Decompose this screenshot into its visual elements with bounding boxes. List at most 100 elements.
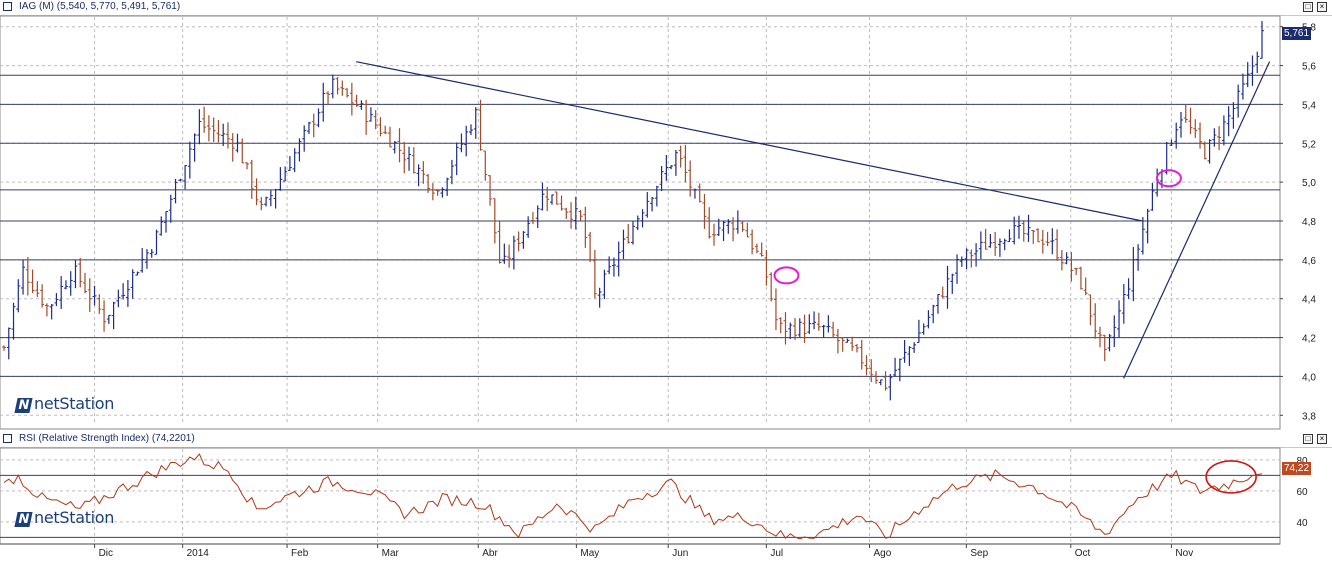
close-button[interactable]: × (1317, 2, 1327, 12)
ohlc-bar (1255, 51, 1260, 73)
ohlc-bar (283, 166, 288, 182)
netstation-logo-icon: N (14, 398, 33, 413)
ohlc-bar (831, 321, 836, 338)
ohlc-bar (783, 312, 788, 345)
price-y-tick-label: 4,4 (1302, 295, 1316, 306)
ohlc-bar (821, 324, 826, 338)
panel-menu-icon[interactable] (3, 2, 12, 11)
ohlc-bar (1036, 228, 1041, 243)
ohlc-bar (497, 221, 502, 264)
ohlc-bar (30, 269, 35, 294)
ohlc-bar (1131, 246, 1136, 302)
ohlc-bar (1031, 229, 1036, 244)
ohlc-bar (49, 304, 54, 320)
ohlc-bar (397, 128, 402, 163)
ohlc-bar (874, 371, 879, 384)
ohlc-bar (449, 159, 454, 185)
ohlc-bar (349, 82, 354, 116)
ohlc-bar (559, 195, 564, 211)
rsi-panel: RSI (Relative Strength Index) (74,2201) … (0, 432, 1332, 561)
ohlc-bar (907, 346, 912, 366)
ohlc-bar (73, 260, 78, 289)
ohlc-bar (1021, 220, 1026, 242)
ohlc-bar (521, 231, 526, 249)
ohlc-bar (788, 322, 793, 340)
x-axis-month-label: May (580, 548, 599, 559)
ohlc-bar (426, 174, 431, 193)
ohlc-bar (569, 202, 574, 229)
price-y-tick-label: 5,2 (1302, 139, 1316, 150)
ohlc-bar (311, 113, 316, 138)
ohlc-bar (16, 279, 21, 313)
ohlc-bar (826, 315, 831, 333)
ohlc-bar (1083, 277, 1088, 296)
ohlc-bar (345, 88, 350, 98)
ohlc-bar (955, 254, 960, 284)
x-axis-month-label: Oct (1075, 548, 1091, 559)
ohlc-bar (659, 166, 664, 192)
ohlc-bar (259, 197, 264, 211)
ohlc-bar (516, 231, 521, 252)
ohlc-bar (712, 223, 717, 246)
ohlc-bar (621, 229, 626, 260)
ohlc-bar (102, 300, 107, 332)
ohlc-bar (1174, 122, 1179, 149)
ohlc-bar (1012, 216, 1017, 245)
minimize-button[interactable]: □ (1303, 2, 1313, 12)
ohlc-bar (197, 109, 202, 145)
ohlc-bar (492, 198, 497, 244)
x-axis-month-label: Feb (291, 548, 309, 559)
ohlc-bar (988, 233, 993, 248)
ohlc-bar (683, 144, 688, 183)
ohlc-bar (230, 133, 235, 162)
ohlc-bar (1178, 111, 1183, 138)
ohlc-bar (1150, 182, 1155, 211)
ohlc-bar (645, 192, 650, 218)
ohlc-bar (912, 342, 917, 353)
ohlc-bar (468, 124, 473, 136)
ohlc-bar (316, 108, 321, 128)
rsi-minimize-button[interactable]: □ (1303, 434, 1313, 444)
x-axis-month-label: Dic (99, 548, 113, 559)
price-chart[interactable]: 5,85,65,45,25,04,84,64,44,24,03,8 (0, 0, 1332, 430)
ohlc-bar (416, 164, 421, 187)
ohlc-bar (1140, 217, 1145, 255)
ohlc-bar (183, 165, 188, 190)
ohlc-bar (44, 303, 49, 317)
price-y-tick-label: 5,4 (1302, 100, 1316, 111)
ohlc-bar (664, 155, 669, 181)
ohlc-bar (1188, 107, 1193, 135)
ohlc-bar (1007, 229, 1012, 243)
rsi-chart[interactable]: 80 60 40 Dic 2014 Feb Mar Abr May Jun Jul Ago Sep Oct… (0, 432, 1332, 561)
ohlc-bar (1040, 229, 1045, 254)
ohlc-bar (945, 265, 950, 309)
ohlc-bar (926, 310, 931, 329)
ohlc-bar (1074, 267, 1079, 276)
rsi-y-tick-label: 40 (1296, 518, 1308, 529)
ohlc-bar (292, 148, 297, 173)
ohlc-bar (1240, 73, 1245, 100)
ohlc-bar (154, 229, 159, 255)
ohlc-bar (240, 138, 245, 164)
rsi-panel-menu-icon[interactable] (3, 434, 12, 443)
ohlc-bar (1050, 228, 1055, 255)
ohlc-bar (464, 125, 469, 157)
ohlc-bar (1069, 252, 1074, 282)
ohlc-bar (249, 159, 254, 199)
ohlc-bar (921, 323, 926, 335)
ohlc-bar (221, 123, 226, 147)
ohlc-bar (264, 196, 269, 207)
rsi-plot-area (0, 447, 1281, 545)
ohlc-bar (383, 125, 388, 135)
ohlc-bar (164, 211, 169, 233)
ohlc-bar (1164, 141, 1169, 175)
rsi-close-button[interactable]: × (1317, 434, 1327, 444)
ohlc-bar (440, 187, 445, 198)
ohlc-bar (802, 314, 807, 344)
ohlc-bar (1045, 231, 1050, 247)
ohlc-bar (430, 183, 435, 201)
ohlc-bar (993, 232, 998, 256)
ohlc-bar (859, 339, 864, 370)
ohlc-bar (483, 150, 488, 181)
ohlc-bar (225, 122, 230, 149)
